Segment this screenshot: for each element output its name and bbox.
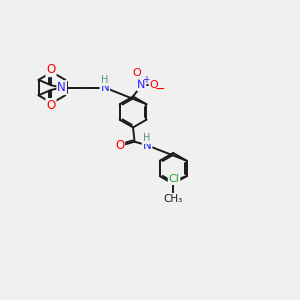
Text: O: O — [46, 99, 56, 112]
Text: N: N — [100, 81, 109, 94]
Text: O: O — [133, 68, 141, 78]
Text: N: N — [137, 80, 146, 90]
Text: Cl: Cl — [169, 174, 179, 184]
Text: H: H — [101, 75, 109, 85]
Text: O: O — [149, 80, 158, 90]
Text: N: N — [142, 139, 152, 152]
Text: +: + — [142, 75, 150, 85]
Text: −: − — [154, 83, 165, 96]
Text: N: N — [57, 81, 66, 94]
Text: CH₃: CH₃ — [164, 194, 183, 204]
Text: O: O — [46, 63, 56, 76]
Text: O: O — [115, 139, 124, 152]
Text: H: H — [143, 133, 151, 143]
